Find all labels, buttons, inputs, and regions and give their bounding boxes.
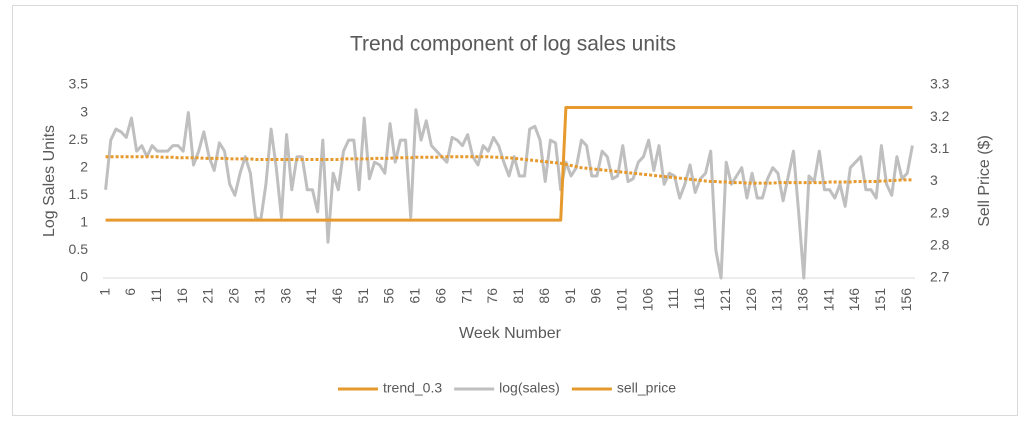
x-tick-label: 126 bbox=[743, 288, 759, 312]
y2-tick-label: 3 bbox=[930, 172, 938, 188]
legend-label: sell_price bbox=[617, 380, 676, 396]
y-tick-label: 0 bbox=[80, 269, 88, 285]
x-tick-label: 66 bbox=[432, 288, 448, 304]
x-tick-label: 56 bbox=[381, 288, 397, 304]
y-tick-label: 1 bbox=[80, 214, 88, 230]
y-tick-label: 1.5 bbox=[69, 186, 89, 202]
x-tick-label: 141 bbox=[820, 288, 836, 312]
y-tick-label: 3.5 bbox=[69, 76, 89, 92]
x-tick-label: 106 bbox=[639, 288, 655, 312]
x-tick-label: 61 bbox=[407, 288, 423, 304]
x-tick-label: 11 bbox=[148, 288, 164, 303]
x-tick-label: 101 bbox=[613, 288, 629, 312]
x-tick-label: 51 bbox=[355, 288, 371, 304]
chart-border bbox=[12, 5, 1018, 416]
y2-tick-label: 3.3 bbox=[930, 76, 950, 92]
y2-tick-label: 2.8 bbox=[930, 237, 950, 253]
x-tick-label: 31 bbox=[251, 288, 267, 304]
x-tick-label: 21 bbox=[200, 288, 216, 304]
y2-axis-title: Sell Price ($) bbox=[976, 135, 993, 227]
x-tick-label: 71 bbox=[458, 288, 474, 304]
x-tick-label: 96 bbox=[588, 288, 604, 304]
y-tick-label: 3 bbox=[80, 103, 88, 119]
x-tick-label: 26 bbox=[226, 288, 242, 304]
x-tick-label: 16 bbox=[174, 288, 190, 304]
x-axis-title: Week Number bbox=[459, 325, 562, 342]
x-tick-label: 6 bbox=[122, 288, 138, 296]
x-tick-label: 36 bbox=[277, 288, 293, 304]
x-tick-label: 91 bbox=[562, 288, 578, 304]
legend-label: trend_0.3 bbox=[383, 380, 442, 396]
x-tick-label: 116 bbox=[691, 288, 707, 311]
legend-label: log(sales) bbox=[499, 380, 560, 396]
series-line bbox=[104, 108, 914, 280]
chart-title: Trend component of log sales units bbox=[350, 33, 676, 56]
x-tick-label: 1 bbox=[96, 288, 112, 296]
x-tick-label: 81 bbox=[510, 288, 526, 304]
x-tick-label: 46 bbox=[329, 288, 345, 304]
y-tick-label: 2.5 bbox=[69, 131, 89, 147]
y-axis-title: Log Sales Units bbox=[41, 125, 58, 237]
series-line bbox=[105, 106, 913, 222]
x-tick-label: 76 bbox=[484, 288, 500, 304]
x-tick-label: 41 bbox=[303, 288, 319, 304]
y2-tick-label: 2.9 bbox=[930, 204, 950, 220]
x-tick-label: 131 bbox=[769, 288, 785, 312]
x-tick-label: 121 bbox=[717, 288, 733, 312]
x-tick-label: 111 bbox=[665, 288, 681, 309]
y-tick-label: 0.5 bbox=[69, 241, 89, 257]
x-tick-label: 86 bbox=[536, 288, 552, 304]
x-tick-label: 156 bbox=[898, 288, 914, 312]
x-tick-label: 146 bbox=[846, 288, 862, 312]
x-tick-label: 151 bbox=[872, 288, 888, 312]
y2-tick-label: 3.1 bbox=[930, 140, 950, 156]
y-tick-label: 2 bbox=[80, 158, 88, 174]
y2-tick-label: 2.7 bbox=[930, 269, 950, 285]
y2-tick-label: 3.2 bbox=[930, 108, 950, 124]
x-tick-label: 136 bbox=[795, 288, 811, 312]
